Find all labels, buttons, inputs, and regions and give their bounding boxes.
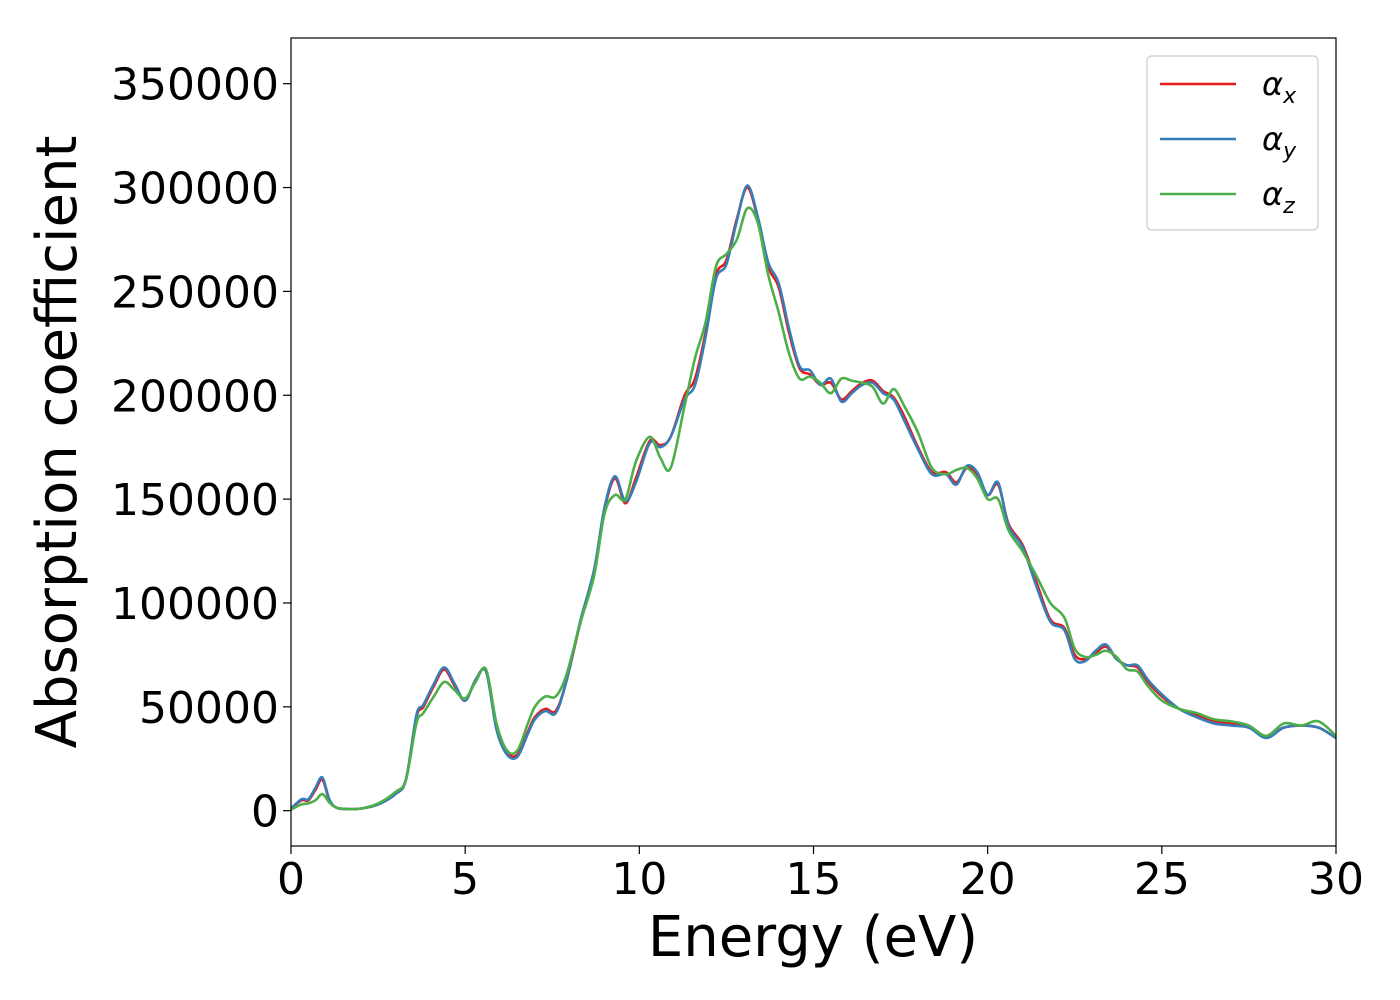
series-line-y bbox=[291, 184, 1336, 811]
legend-label-z: αz bbox=[1262, 175, 1295, 219]
y-axis-label: Absorption coefficient bbox=[25, 136, 90, 749]
y-tick-label: 200000 bbox=[111, 371, 279, 422]
series-line-z bbox=[291, 206, 1336, 811]
x-tick-label: 20 bbox=[960, 854, 1016, 905]
y-tick-label: 350000 bbox=[111, 60, 279, 111]
x-axis-label: Energy (eV) bbox=[648, 905, 978, 970]
x-tick-label: 10 bbox=[611, 854, 667, 905]
y-tick-label: 150000 bbox=[111, 475, 279, 526]
y-tick-label: 250000 bbox=[111, 267, 279, 318]
y-axis-ticks: 0 50000 100000 150000 200000 250000 300000 3500… bbox=[111, 60, 291, 838]
legend-label-y: αy bbox=[1262, 120, 1297, 164]
y-tick-label: 300000 bbox=[111, 164, 279, 215]
y-tick-label: 50000 bbox=[139, 683, 279, 734]
y-tick-label: 0 bbox=[251, 787, 279, 838]
legend-label-x: αx bbox=[1262, 65, 1297, 109]
series-line-x bbox=[291, 186, 1336, 811]
x-axis-ticks: 0 5 10 15 20 25 30 bbox=[277, 846, 1364, 905]
series-layer bbox=[291, 184, 1336, 811]
y-tick-label: 100000 bbox=[111, 579, 279, 630]
x-tick-label: 15 bbox=[786, 854, 842, 905]
x-tick-label: 30 bbox=[1308, 854, 1364, 905]
legend: αx αy αz bbox=[1146, 55, 1319, 231]
legend-box bbox=[1146, 55, 1319, 231]
x-tick-label: 5 bbox=[451, 854, 479, 905]
x-tick-label: 0 bbox=[277, 854, 305, 905]
x-tick-label: 25 bbox=[1134, 854, 1190, 905]
